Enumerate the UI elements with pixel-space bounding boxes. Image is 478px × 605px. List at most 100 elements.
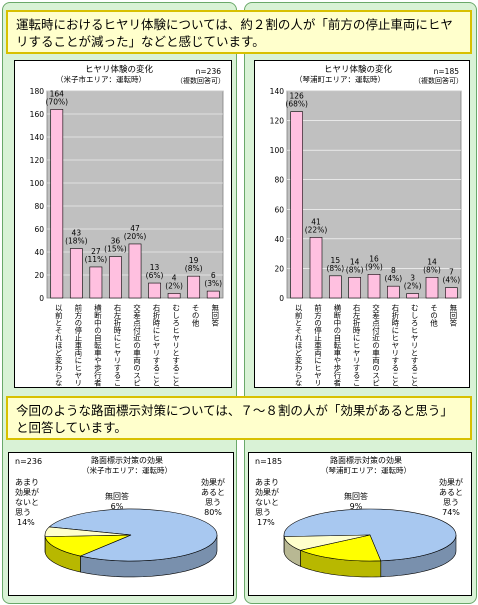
data-label: 4 (2%) — [165, 273, 183, 290]
x-category-label: 右折時にヒヤリすることが減った — [152, 303, 161, 387]
data-label-line: 13 — [150, 263, 160, 272]
pie-label-line: 思う — [255, 508, 271, 517]
y-tick-label: 60 — [274, 205, 284, 214]
x-category-label: 無回答 — [210, 303, 219, 328]
data-label-line: (3%) — [204, 279, 222, 288]
data-label-line: (2%) — [165, 281, 183, 290]
x-category-label: 右左折時にヒヤリすることが減った — [352, 303, 361, 387]
bar — [387, 285, 400, 299]
pie-chart-yonago: n=236 路面標示対策の効果（米子市エリア：運転時） 効果があると思う 80% あまり… — [15, 455, 225, 578]
pie-label-line: ないと — [15, 498, 39, 507]
pie-label-line: あると — [439, 488, 463, 497]
bar — [148, 282, 161, 299]
pie-label-line: 効果が — [15, 487, 39, 497]
chart-subtitle: （琴浦町エリア：運転時） — [321, 465, 411, 475]
y-tick-label: 20 — [274, 264, 284, 273]
y-tick-label: 0 — [39, 294, 44, 303]
data-label-line: (22%) — [305, 225, 328, 234]
bar-chart-kotoura: ヒヤリ体験の変化（琴浦町エリア：運転時）n=185（複数回答可）02040608… — [270, 64, 463, 492]
data-label: 14 (8%) — [423, 257, 441, 274]
x-category-label: 交差点付近の車両のスピードにヒヤリすることが減った — [132, 303, 141, 387]
x-category-label: 横断中の自転車や歩行者にヒヤリすることが減った — [333, 303, 342, 387]
pie-chart-kotoura: n=185 路面標示対策の効果（琴浦町エリア：運転時）効果があると思う 74%あまり… — [255, 455, 463, 578]
bar — [89, 266, 103, 299]
y-tick-label: 120 — [30, 156, 45, 165]
data-label-line: 8 — [391, 266, 396, 275]
data-label-line: (11%) — [85, 255, 108, 264]
bar — [69, 248, 83, 299]
data-label: 41 (22%) — [305, 217, 328, 234]
chart-subtitle: （琴浦町エリア：運転時） — [295, 74, 385, 84]
bar — [128, 243, 142, 299]
y-tick-label: 60 — [34, 225, 44, 234]
x-category-label: その他 — [191, 304, 200, 328]
n-label: n=185 — [434, 67, 460, 76]
data-label-line: 36 — [111, 237, 121, 246]
pie-label-line: あると — [201, 488, 225, 497]
data-label: 16 (9%) — [365, 254, 383, 271]
n-label: n=236 — [196, 67, 222, 76]
n-label: n=236 — [15, 457, 42, 466]
chart-title: 路面標示対策の効果 — [91, 455, 163, 465]
bar — [406, 293, 419, 299]
pie-pct-label: 74% — [442, 508, 460, 517]
data-label: 27 (11%) — [85, 247, 108, 264]
data-label: 7 (4%) — [442, 268, 460, 285]
y-tick-label: 80 — [34, 202, 44, 211]
y-tick-label: 140 — [30, 133, 45, 142]
data-label-line: (4%) — [384, 274, 402, 283]
chart-subtitle: （米子市エリア：運転時） — [82, 465, 172, 475]
x-category-label: 横断中の自転車や歩行者にヒヤリすることが減った — [93, 303, 102, 387]
y-tick-label: 80 — [274, 176, 284, 185]
data-label: 6 (3%) — [204, 271, 222, 288]
pie-slice — [299, 534, 382, 562]
pie-label-line: あまり — [15, 478, 39, 487]
bar — [167, 293, 181, 299]
n-label: n=185 — [255, 457, 282, 466]
data-label-line: 19 — [189, 256, 199, 265]
data-label: 13 (6%) — [146, 263, 164, 280]
pie-label-line: あまり — [255, 478, 279, 487]
pie-slice — [283, 534, 371, 551]
pie-pct-label: 6% — [111, 502, 124, 511]
x-category-label: 無回答 — [449, 303, 458, 328]
multi-answer-label: （複数回答可） — [414, 76, 463, 85]
x-category-label: 以前とそれほど変わらない — [54, 304, 63, 387]
bar — [109, 256, 122, 299]
bar-chart-kotoura-frame: ヒヤリ体験の変化 （琴浦町エリア：運転時） n=185 （複数回答可） 0 20 40 60 8… — [254, 60, 470, 492]
x-category-label: むしろヒヤリとすることが増えた — [171, 304, 180, 387]
pie-pct-label: 14% — [17, 518, 35, 527]
y-tick-label: 180 — [30, 87, 45, 96]
data-label-line: 14 — [427, 257, 437, 266]
pie-pct-label: 80% — [204, 508, 222, 517]
data-label-line: 41 — [311, 217, 321, 226]
data-label-line: (18%) — [65, 237, 88, 246]
y-tick-label: 40 — [34, 248, 44, 257]
chart-title: ヒヤリ体験の変化 — [85, 64, 154, 75]
y-tick-label: 100 — [30, 179, 45, 188]
x-category-label: 以前とそれほど変わらない — [294, 304, 303, 387]
pie-slice — [44, 526, 132, 537]
y-tick-label: 40 — [274, 235, 284, 244]
pie-slice-label: 効果があると思う 80% — [201, 477, 225, 517]
pie-label-line: 効果が — [201, 477, 225, 487]
x-category-label: その他 — [429, 304, 438, 328]
bar — [445, 287, 458, 299]
data-label-line: (8%) — [326, 264, 344, 273]
y-tick-label: 140 — [270, 87, 285, 96]
data-label-line: (8%) — [423, 265, 441, 274]
pie-slice-label: 無回答 6% — [105, 491, 129, 511]
y-tick-label: 0 — [279, 294, 284, 303]
bar — [309, 237, 323, 299]
data-label-line: 15 — [331, 256, 341, 265]
data-label-line: (2%) — [404, 282, 422, 291]
data-label-line: 164 — [50, 89, 65, 98]
data-label: 15 (8%) — [326, 256, 344, 273]
y-tick-label: 100 — [270, 146, 285, 155]
pie-pct-label: 17% — [257, 518, 275, 527]
x-category-label: むしろヒヤリとすることが増えた — [410, 304, 419, 387]
pie-label-line: 無回答 — [344, 491, 368, 501]
pie-label-line: 思う — [443, 498, 459, 507]
bar — [290, 111, 303, 299]
multi-answer-label: （複数回答可） — [176, 76, 225, 85]
